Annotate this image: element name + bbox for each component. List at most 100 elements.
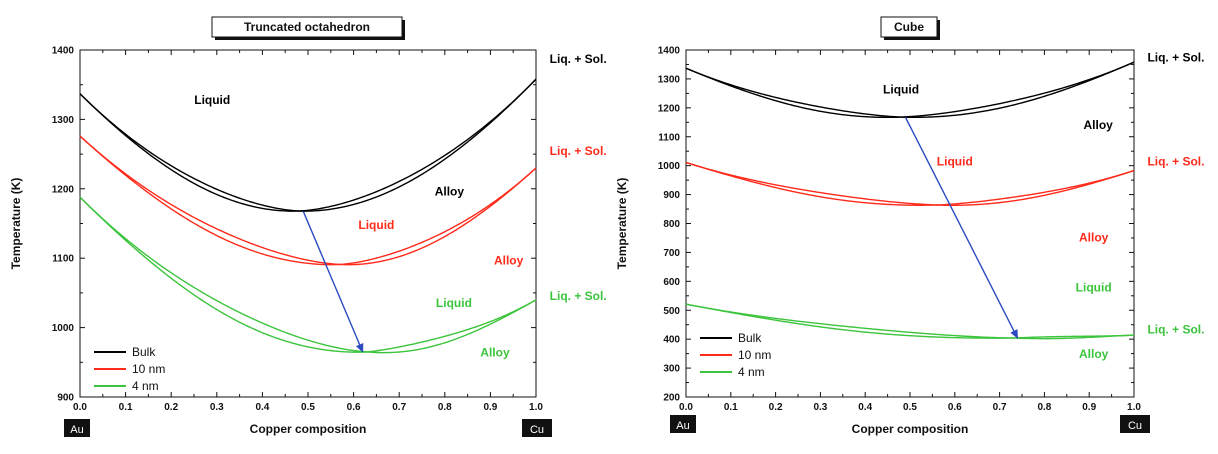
y-tick-label: 300: [663, 364, 680, 375]
x-tick-label: 0.5: [903, 402, 917, 413]
element-tag-right: Cu: [1120, 415, 1150, 433]
y-tick-label: 800: [663, 219, 680, 230]
x-tick-label: 0.2: [164, 402, 178, 413]
x-tick-label: 0.4: [858, 402, 872, 413]
x-axis-label: Copper composition: [250, 422, 367, 436]
series-line-10-nm-solidus: [685, 161, 1135, 206]
series-line-10-nm-liquidus: [79, 135, 537, 266]
annotation-label: Alloy: [1083, 118, 1113, 132]
x-tick-label: 0.3: [813, 402, 827, 413]
annotation-label: Liq. + Sol.: [1147, 155, 1204, 169]
x-tick-label: 0.7: [392, 402, 406, 413]
x-tick-label: 0.2: [769, 402, 783, 413]
y-axis-label: Temperature (K): [615, 178, 629, 270]
annotation-label: Liquid: [937, 155, 973, 169]
y-tick-label: 900: [663, 190, 680, 201]
y-tick-label: 500: [663, 306, 680, 317]
x-tick-label: 0.8: [1037, 402, 1051, 413]
legend-label: Bulk: [132, 345, 156, 359]
element-tag-left: Au: [670, 415, 696, 433]
legend: Bulk 10 nm 4 nm: [94, 345, 165, 393]
series-line-10-nm-liquidus: [685, 161, 1135, 206]
chart-title-box: Truncated octahedron: [211, 16, 405, 40]
series-line-bulk-solidus: [685, 61, 1135, 119]
annotation-label: Liq. + Sol.: [550, 144, 607, 158]
x-tick-label: 0.6: [948, 402, 962, 413]
x-tick-label: 0.3: [210, 402, 224, 413]
x-tick-label: 0.0: [73, 402, 87, 413]
annotation-label: Liq. + Sol.: [1147, 51, 1204, 65]
element-tag-label: Au: [676, 420, 689, 432]
annotation-label: Liq. + Sol.: [1147, 322, 1204, 336]
series-line-4-nm-liquidus: [79, 196, 537, 353]
y-tick-label: 1400: [52, 46, 75, 57]
element-tag-label: Cu: [530, 424, 544, 436]
x-tick-label: 0.9: [483, 402, 497, 413]
x-tick-label: 1.0: [1127, 402, 1141, 413]
series-line-10-nm-solidus: [79, 135, 537, 266]
x-tick-label: 0.8: [438, 402, 452, 413]
element-tag-label: Au: [70, 424, 83, 436]
y-tick-label: 1400: [658, 46, 681, 57]
chart-panel-1: 0.0 0.1 0.2 0.3 0.4 0.5 0.6 0.7 0.8 0.9 1.0 900 1000…: [9, 16, 607, 437]
element-tag-bg: [670, 415, 696, 433]
y-tick-label: 1300: [658, 74, 681, 85]
x-tick-label: 0.9: [1082, 402, 1096, 413]
legend-label: 4 nm: [132, 379, 159, 393]
y-tick-label: 1200: [658, 103, 681, 114]
trend-arrow: [904, 117, 1019, 339]
element-tag-right: Cu: [522, 419, 552, 437]
y-tick-label: 900: [57, 393, 74, 404]
y-tick-label: 1100: [52, 254, 74, 265]
annotation-label: Liq. + Sol.: [550, 289, 607, 303]
series-line-4-nm-solidus: [79, 196, 537, 354]
y-tick-label: 700: [663, 248, 680, 259]
trend-arrow: [302, 211, 364, 353]
chart-panel-2: 0.0 0.1 0.2 0.3 0.4 0.5 0.6 0.7 0.8 0.9 1.0 200 300 4…: [615, 16, 1204, 436]
y-tick-label: 600: [663, 277, 680, 288]
series-line-4-nm-liquidus: [685, 303, 1135, 339]
annotation-label: Alloy: [1079, 347, 1109, 361]
y-tick-label: 1300: [52, 115, 75, 126]
chart-title: Cube: [894, 20, 924, 34]
annotation-label: Liquid: [883, 82, 919, 96]
title-frame: [880, 16, 938, 38]
element-tag-bg: [1120, 415, 1150, 433]
annotation-label: Liq. + Sol.: [550, 52, 607, 66]
element-tag-label: Cu: [1128, 420, 1142, 432]
x-tick-label: 0.0: [679, 402, 693, 413]
x-tick-label: 0.1: [119, 402, 133, 413]
chart-title: Truncated octahedron: [244, 20, 370, 34]
element-tag-left: Au: [64, 419, 90, 437]
series-line-bulk-solidus: [79, 78, 537, 212]
legend-label: 4 nm: [738, 365, 765, 379]
x-tick-label: 0.4: [255, 402, 269, 413]
legend: Bulk 10 nm 4 nm: [700, 331, 771, 379]
x-tick-label: 0.6: [347, 402, 361, 413]
element-tag-bg: [64, 419, 90, 437]
y-tick-label: 1100: [658, 132, 680, 143]
y-tick-label: 1000: [52, 323, 75, 334]
x-tick-label: 0.5: [301, 402, 315, 413]
annotation-label: Liquid: [358, 218, 394, 232]
x-tick-label: 0.7: [993, 402, 1007, 413]
y-tick-label: 1200: [52, 184, 75, 195]
series-line-bulk-liquidus: [79, 78, 537, 212]
y-axis-label: Temperature (K): [9, 178, 23, 270]
legend-label: Bulk: [738, 331, 762, 345]
annotation-label: Liquid: [1076, 280, 1112, 294]
legend-label: 10 nm: [738, 348, 771, 362]
legend-label: 10 nm: [132, 362, 165, 376]
annotation-label: Alloy: [1079, 230, 1109, 244]
title-frame: [211, 16, 403, 38]
chart-title-box: Cube: [880, 16, 940, 40]
annotation-label: Liquid: [436, 296, 472, 310]
annotation-label: Alloy: [435, 185, 465, 199]
element-tag-bg: [522, 419, 552, 437]
x-axis-label: Copper composition: [852, 422, 969, 436]
x-tick-label: 1.0: [529, 402, 543, 413]
y-tick-label: 400: [663, 335, 680, 346]
y-tick-label: 200: [663, 393, 680, 404]
